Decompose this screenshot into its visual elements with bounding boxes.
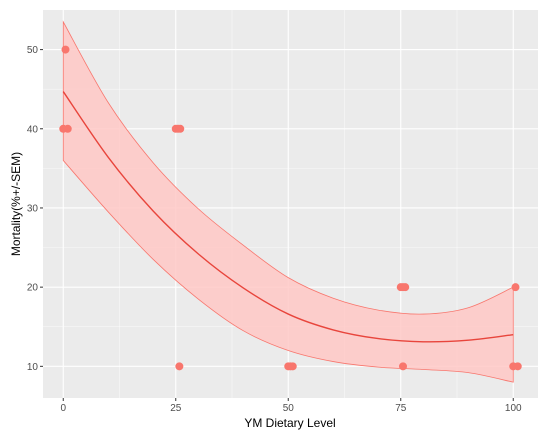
x-tick-label: 25 [170, 403, 182, 414]
data-point [513, 362, 522, 371]
y-tick-label: 20 [27, 283, 39, 294]
y-tick-label: 10 [27, 362, 39, 373]
data-point [176, 124, 185, 133]
x-tick-label: 100 [505, 403, 522, 414]
data-point [63, 124, 72, 133]
minor-grid [43, 10, 538, 398]
x-axis-ticks: 0 25 50 75 100 [60, 398, 522, 414]
y-axis-ticks: 10 20 30 40 50 [27, 45, 43, 373]
data-point [61, 45, 70, 54]
x-tick-label: 75 [395, 403, 407, 414]
y-tick-label: 50 [27, 45, 39, 56]
data-points [59, 45, 522, 371]
data-point [288, 362, 297, 371]
y-tick-label: 30 [27, 203, 39, 214]
data-point [511, 283, 520, 292]
data-point [175, 362, 184, 371]
fit-line [62, 91, 514, 343]
y-axis-title: Mortality(%+/-SEM) [9, 152, 23, 256]
x-tick-label: 50 [283, 403, 295, 414]
y-tick-label: 40 [27, 124, 39, 135]
data-point [401, 283, 410, 292]
x-axis-title: YM Dietary Level [244, 416, 335, 430]
x-tick-label: 0 [60, 403, 66, 414]
data-point [399, 362, 407, 371]
